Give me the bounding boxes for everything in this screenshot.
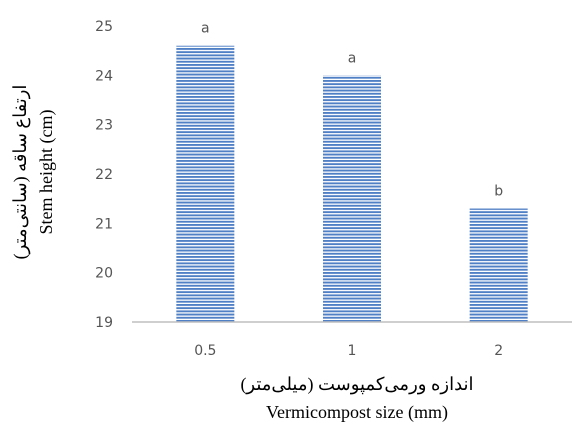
x-tick-label-2: 2 xyxy=(494,343,503,359)
y-tick-label-5: 24 xyxy=(95,68,113,84)
bar-2 xyxy=(469,208,528,322)
x-axis: 0.5 1 2 xyxy=(194,343,503,359)
significance-labels: a a b xyxy=(201,21,503,200)
y-tick-label-3: 22 xyxy=(95,167,113,183)
x-tick-label-1: 1 xyxy=(348,343,357,359)
x-axis-label-persian: اندازه ورمی‌کمپوست (میلی‌متر) xyxy=(240,374,473,395)
x-tick-label-0: 0.5 xyxy=(194,343,216,359)
significance-label-2: b xyxy=(494,184,503,200)
y-axis-label-english: Stem height (cm) xyxy=(36,110,57,235)
bar-1 xyxy=(323,75,381,322)
bar-0 xyxy=(176,45,235,322)
x-axis-label-english: Vermicompost size (mm) xyxy=(266,402,448,423)
y-axis-label-persian: ارتفاع ساقه (سانتی‌متر) xyxy=(10,85,31,260)
y-tick-label-6: 25 xyxy=(95,19,113,35)
significance-label-1: a xyxy=(348,50,357,66)
y-axis: 19 20 21 22 23 24 25 xyxy=(95,19,113,331)
y-tick-label-1: 20 xyxy=(95,266,113,282)
y-tick-label-0: 19 xyxy=(95,315,113,331)
significance-label-0: a xyxy=(201,21,210,37)
bars xyxy=(176,45,528,322)
y-tick-label-4: 23 xyxy=(95,118,113,134)
y-tick-label-2: 21 xyxy=(95,216,113,232)
